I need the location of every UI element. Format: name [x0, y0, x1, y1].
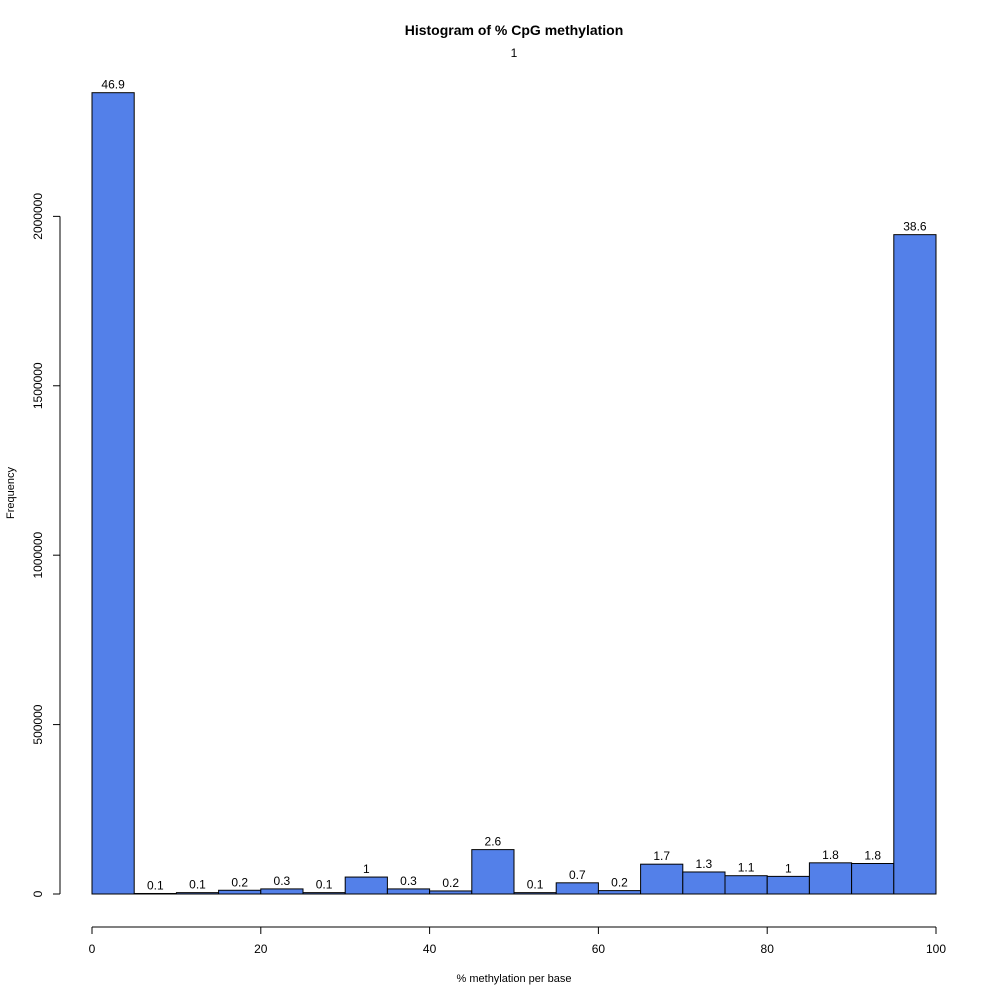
- bar-17: [808, 862, 853, 895]
- bar-5: [302, 892, 346, 895]
- bar-label-2: 0.1: [189, 878, 206, 892]
- bar-label-1: 0.1: [147, 878, 164, 892]
- bar-label-0: 46.9: [101, 78, 125, 92]
- bar-label-3: 0.2: [231, 875, 248, 889]
- bar-1: [133, 892, 177, 895]
- bar-label-15: 1.1: [738, 861, 755, 875]
- bar-15: [724, 875, 768, 895]
- x-tick-label-0: 0: [89, 942, 96, 956]
- bar-label-10: 0.1: [527, 878, 544, 892]
- bar-label-4: 0.3: [274, 874, 291, 888]
- y-tick-label-4: 2000000: [31, 193, 45, 240]
- bar-2: [175, 892, 220, 895]
- bar-label-17: 1.8: [822, 848, 839, 862]
- y-tick-label-3: 1500000: [31, 362, 45, 409]
- bar-19: [893, 234, 937, 895]
- bar-label-16: 1: [785, 861, 792, 875]
- bar-label-13: 1.7: [653, 849, 670, 863]
- bar-7: [386, 888, 431, 895]
- bar-10: [513, 892, 557, 895]
- bar-label-6: 1: [363, 862, 370, 876]
- y-axis: 0 500000 1000000 1500000 2000000: [31, 193, 61, 897]
- bar-6: [344, 876, 388, 895]
- bar-0: [91, 92, 135, 895]
- x-tick-label-2: 40: [423, 942, 437, 956]
- bar-9: [471, 849, 515, 895]
- bar-label-19: 38.6: [903, 220, 927, 234]
- bar-18: [851, 863, 895, 895]
- bar-16: [766, 875, 810, 895]
- chart-subtitle: 1: [511, 46, 518, 60]
- y-tick-label-0: 0: [31, 890, 45, 897]
- bar-4: [260, 888, 304, 895]
- x-axis-label: % methylation per base: [457, 973, 572, 985]
- bar-3: [218, 889, 262, 895]
- x-tick-label-1: 20: [254, 942, 268, 956]
- x-tick-label-5: 100: [926, 942, 946, 956]
- x-tick-label-4: 80: [761, 942, 775, 956]
- bar-label-8: 0.2: [442, 876, 459, 890]
- bar-label-12: 0.2: [611, 876, 628, 890]
- bar-12: [597, 890, 642, 895]
- bar-label-14: 1.3: [696, 857, 713, 871]
- bars-group: 46.9 0.1 0.1 0.2 0.3 0.1 1 0.3 0.2 2.6 0.1 0.7 0.2 1.…: [91, 78, 937, 895]
- bar-label-5: 0.1: [316, 878, 333, 892]
- bar-14: [682, 871, 726, 895]
- x-axis: 0 20 40 60 80 100: [89, 926, 946, 956]
- bar-label-7: 0.3: [400, 874, 417, 888]
- bar-label-11: 0.7: [569, 868, 586, 882]
- chart-title: Histogram of % CpG methylation: [405, 22, 624, 38]
- bar-8: [429, 890, 473, 895]
- bar-label-18: 1.8: [864, 849, 881, 863]
- y-axis-label: Frequency: [5, 467, 17, 519]
- bar-11: [555, 882, 599, 895]
- y-tick-label-2: 1000000: [31, 531, 45, 578]
- x-tick-label-3: 60: [592, 942, 606, 956]
- bar-13: [640, 863, 684, 895]
- y-tick-label-1: 500000: [31, 704, 45, 744]
- bar-label-9: 2.6: [485, 835, 502, 849]
